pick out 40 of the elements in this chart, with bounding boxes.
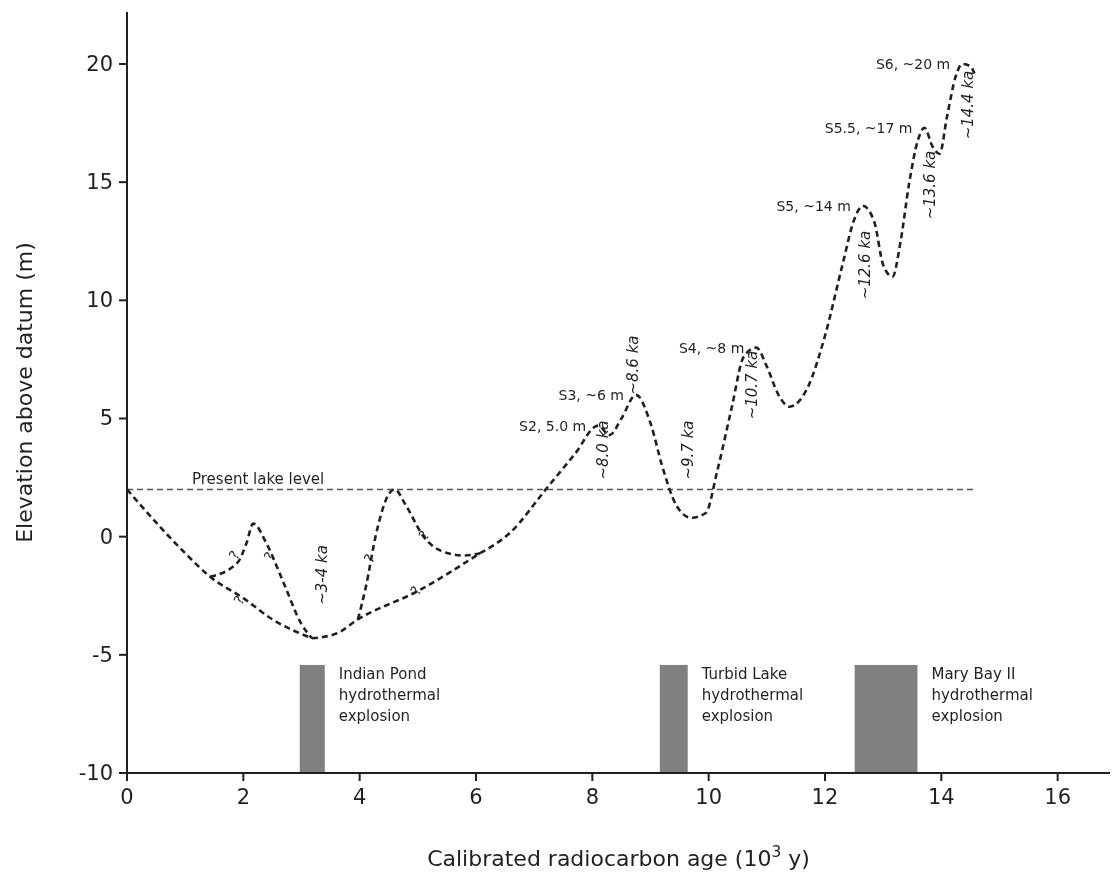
x-axis-title: Calibrated radiocarbon age (10$^{3}$ y) — [427, 843, 810, 871]
y-tick-label: -5 — [92, 642, 113, 667]
annotation: ~13.6 ka — [920, 150, 939, 220]
y-tick-label: 15 — [86, 170, 113, 195]
x-tick-label: 16 — [1044, 785, 1072, 809]
x-tick-label: 2 — [236, 785, 251, 809]
annotation: ~14.4 ka — [958, 70, 977, 140]
y-tick-label: -10 — [78, 761, 113, 785]
annotation: ? — [407, 583, 425, 598]
annotation: S5, ~14 m — [776, 197, 851, 214]
annotation: S4, ~8 m — [678, 339, 745, 356]
annotation: S5.5, ~17 m — [824, 119, 913, 136]
annotation: ? — [415, 527, 433, 543]
x-tick-label: 6 — [469, 785, 483, 809]
annotation: ~8.0 ka — [593, 420, 612, 480]
x-tick-label: 12 — [811, 785, 839, 809]
annotation: S3, ~6 m — [558, 386, 624, 403]
band-label: Indian Pond hydrothermal explosion — [338, 664, 441, 725]
annotation: ? — [230, 592, 248, 608]
y-tick-label: 0 — [99, 524, 113, 549]
annotation: ~12.6 ka — [855, 230, 874, 300]
x-tick-label: 0 — [120, 785, 134, 809]
annotation: S2, 5.0 m — [519, 417, 587, 434]
band-label: Mary Bay II hydrothermal explosion — [931, 664, 1033, 725]
band-label: Turbid Lake hydrothermal explosion — [700, 664, 804, 725]
annotation: ~3-4 ka — [312, 545, 331, 605]
x-tick-label: 10 — [695, 785, 723, 809]
y-tick-label: 10 — [86, 288, 113, 313]
annotation: ~8.6 ka — [623, 335, 642, 395]
y-tick-label: 20 — [86, 51, 113, 76]
x-tick-label: 4 — [352, 785, 367, 809]
ref-line-label: Present lake level — [192, 470, 325, 489]
annotation: ? — [225, 547, 244, 563]
y-axis-title: Elevation above datum (m) — [12, 242, 37, 543]
x-tick-label: 14 — [927, 785, 955, 809]
annotation: ~10.7 ka — [742, 350, 761, 420]
annotation: ~9.7 ka — [678, 420, 697, 480]
annotation: S6, ~20 m — [875, 55, 951, 72]
y-tick-label: 5 — [99, 406, 113, 431]
x-tick-label: 8 — [585, 785, 600, 809]
